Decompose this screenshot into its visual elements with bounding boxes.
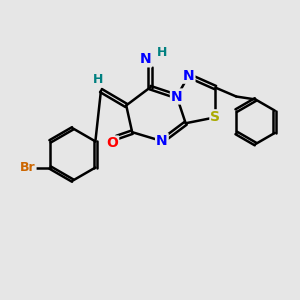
Text: N: N — [140, 52, 152, 66]
Text: N: N — [183, 69, 194, 83]
Text: H: H — [93, 73, 103, 86]
Text: S: S — [210, 110, 220, 124]
Text: N: N — [156, 134, 168, 148]
Text: H: H — [157, 46, 168, 59]
Text: O: O — [106, 136, 118, 151]
Text: Br: Br — [20, 161, 36, 174]
Text: N: N — [171, 89, 183, 103]
